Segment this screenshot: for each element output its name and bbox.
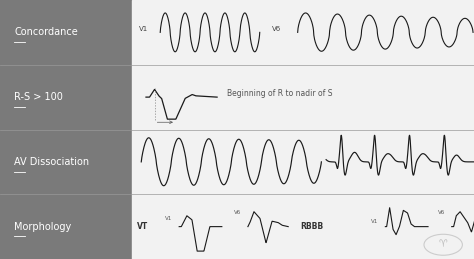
Text: V1: V1	[371, 219, 378, 224]
Bar	[0, 0, 132, 259]
Text: V1: V1	[139, 26, 148, 32]
Text: V6: V6	[272, 26, 281, 32]
Text: Concordance: Concordance	[14, 27, 78, 37]
Text: VT: VT	[137, 222, 148, 231]
Bar	[132, 0, 474, 259]
Text: Morphology: Morphology	[14, 222, 72, 232]
Text: V6: V6	[438, 210, 445, 215]
Text: V6: V6	[234, 210, 241, 215]
Text: RBBB: RBBB	[300, 222, 323, 231]
Text: AV Dissociation: AV Dissociation	[14, 157, 89, 167]
Text: V1: V1	[165, 216, 172, 221]
Text: Beginning of R to nadir of S: Beginning of R to nadir of S	[227, 89, 332, 98]
Text: R-S > 100: R-S > 100	[14, 92, 63, 102]
